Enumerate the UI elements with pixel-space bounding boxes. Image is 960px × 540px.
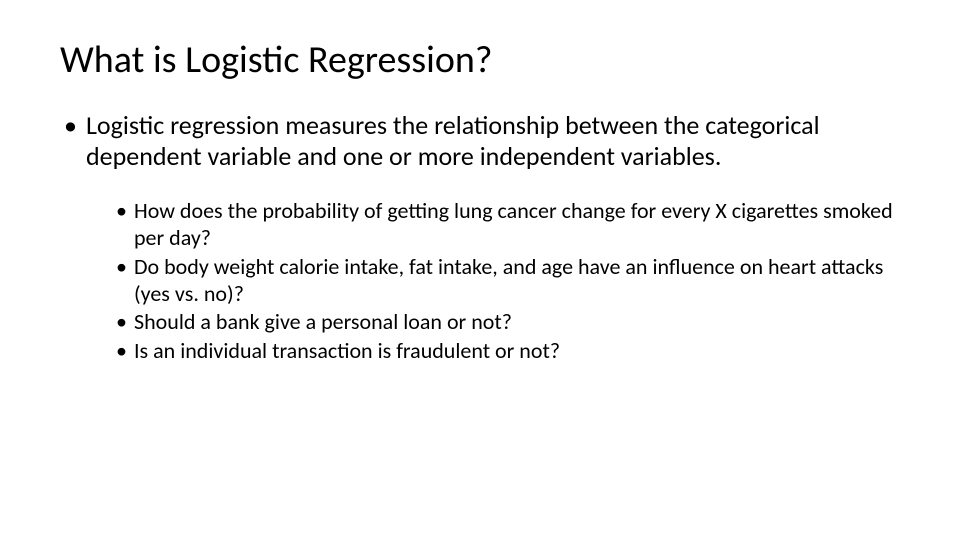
sub-bullet-text: Is an individual transaction is fraudule… [134, 337, 560, 364]
slide-title: What is Logistic Regression? [60, 40, 900, 82]
sub-bullet: • How does the probability of getting lu… [114, 198, 900, 252]
sub-bullet: • Should a bank give a personal loan or … [114, 309, 900, 336]
bullet-icon: • [116, 309, 127, 336]
sub-bullet-text: How does the probability of getting lung… [134, 197, 893, 251]
main-bullet: • Logistic regression measures the relat… [60, 110, 900, 172]
sub-bullet-text: Do body weight calorie intake, fat intak… [134, 253, 883, 307]
bullet-icon: • [116, 254, 127, 281]
sub-bullet-text: Should a bank give a personal loan or no… [134, 308, 512, 335]
sub-bullet-list: • How does the probability of getting lu… [60, 198, 900, 365]
sub-bullet: • Is an individual transaction is fraudu… [114, 338, 900, 365]
bullet-icon: • [116, 198, 127, 225]
slide: What is Logistic Regression? • Logistic … [0, 0, 960, 540]
sub-bullet: • Do body weight calorie intake, fat int… [114, 254, 900, 308]
main-bullet-text: Logistic regression measures the relatio… [86, 109, 820, 172]
bullet-icon: • [116, 338, 127, 365]
bullet-icon: • [64, 110, 77, 141]
